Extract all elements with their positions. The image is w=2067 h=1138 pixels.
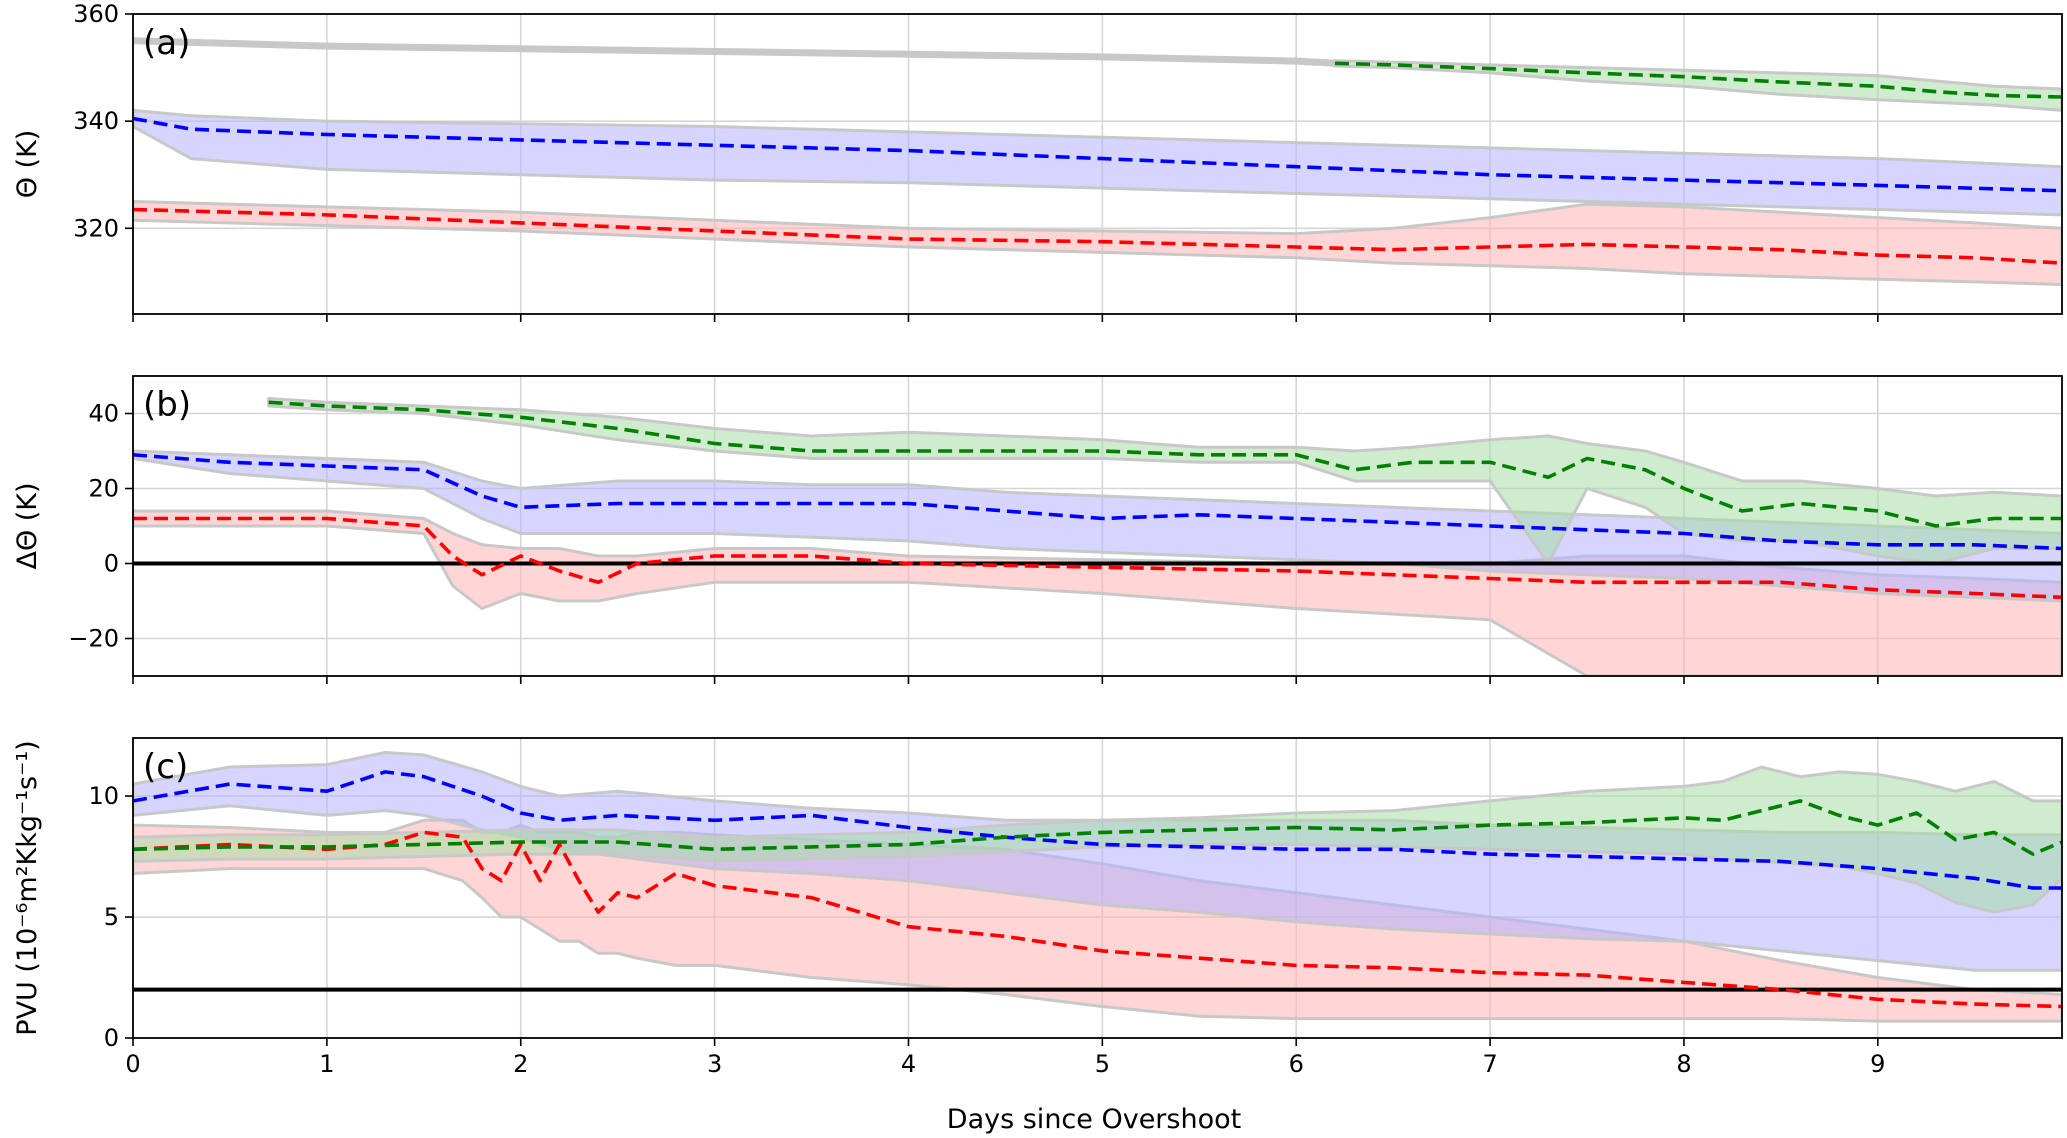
x-tick-label: 4 bbox=[901, 1050, 916, 1078]
y-tick-label: 320 bbox=[73, 214, 119, 242]
plot-area bbox=[133, 397, 2062, 676]
y-axis-label: Θ (K) bbox=[12, 130, 43, 199]
y-tick-label: 10 bbox=[88, 782, 119, 810]
x-tick-label: 7 bbox=[1482, 1050, 1497, 1078]
y-tick-label: −20 bbox=[68, 625, 119, 653]
y-tick-label: 5 bbox=[104, 903, 119, 931]
y-tick-label: 0 bbox=[104, 550, 119, 578]
plot-frame bbox=[132, 737, 2063, 1039]
x-tick-label: 2 bbox=[513, 1050, 528, 1078]
green-series-line bbox=[133, 799, 2062, 856]
y-tick-label: 40 bbox=[88, 400, 119, 428]
x-tick-label: 6 bbox=[1289, 1050, 1304, 1078]
panel-tag: (a) bbox=[143, 23, 190, 63]
y-tick-label: 360 bbox=[73, 0, 119, 28]
red-series-line bbox=[133, 516, 2062, 600]
red-series-line bbox=[133, 830, 2062, 1009]
panel-tag: (c) bbox=[143, 747, 188, 787]
x-tick-label: 1 bbox=[319, 1050, 334, 1078]
plot-area bbox=[133, 751, 2062, 1023]
green-series-band bbox=[133, 765, 2062, 914]
blue-series-line bbox=[133, 116, 2062, 193]
x-tick-label: 3 bbox=[707, 1050, 722, 1078]
plot-area bbox=[133, 37, 2062, 286]
x-tick-label: 8 bbox=[1676, 1050, 1691, 1078]
green-series-band bbox=[267, 397, 2062, 565]
y-axis-label: PVU (10⁻⁶m²Kkg⁻¹s⁻¹) bbox=[12, 740, 43, 1035]
blue-series-band bbox=[133, 108, 2062, 217]
red-series-line bbox=[133, 207, 2062, 265]
panel-c: 0 1 2 3 4 5 6 7 8 9 0 5 10 PVU (10⁻⁶m²Kkg⁻¹s⁻¹) (c) bbox=[12, 737, 2063, 1078]
panel-tag: (b) bbox=[143, 385, 191, 425]
green-series-band bbox=[1333, 59, 2062, 112]
x-tick-label: 5 bbox=[1095, 1050, 1110, 1078]
red-series-band bbox=[133, 509, 2062, 676]
y-tick-label: 0 bbox=[104, 1024, 119, 1052]
y-axis-label: ΔΘ (K) bbox=[12, 482, 43, 569]
panel-a: 320 340 360 Θ (K) (a) bbox=[12, 0, 2063, 322]
plot-frame bbox=[132, 375, 2063, 677]
red-series-band bbox=[133, 200, 2062, 286]
x-tick-label: 9 bbox=[1870, 1050, 1885, 1078]
panel-b: −20 0 20 40 ΔΘ (K) (b) bbox=[12, 375, 2063, 684]
blue-series-line bbox=[133, 453, 2062, 551]
grey-envelope-line bbox=[133, 37, 1339, 67]
plot-frame bbox=[132, 13, 2063, 315]
y-tick-label: 20 bbox=[88, 475, 119, 503]
green-series-line bbox=[1334, 61, 2062, 99]
x-axis-label: Days since Overshoot bbox=[947, 1104, 1241, 1135]
y-tick-label: 340 bbox=[73, 107, 119, 135]
x-tick-label: 0 bbox=[125, 1050, 140, 1078]
